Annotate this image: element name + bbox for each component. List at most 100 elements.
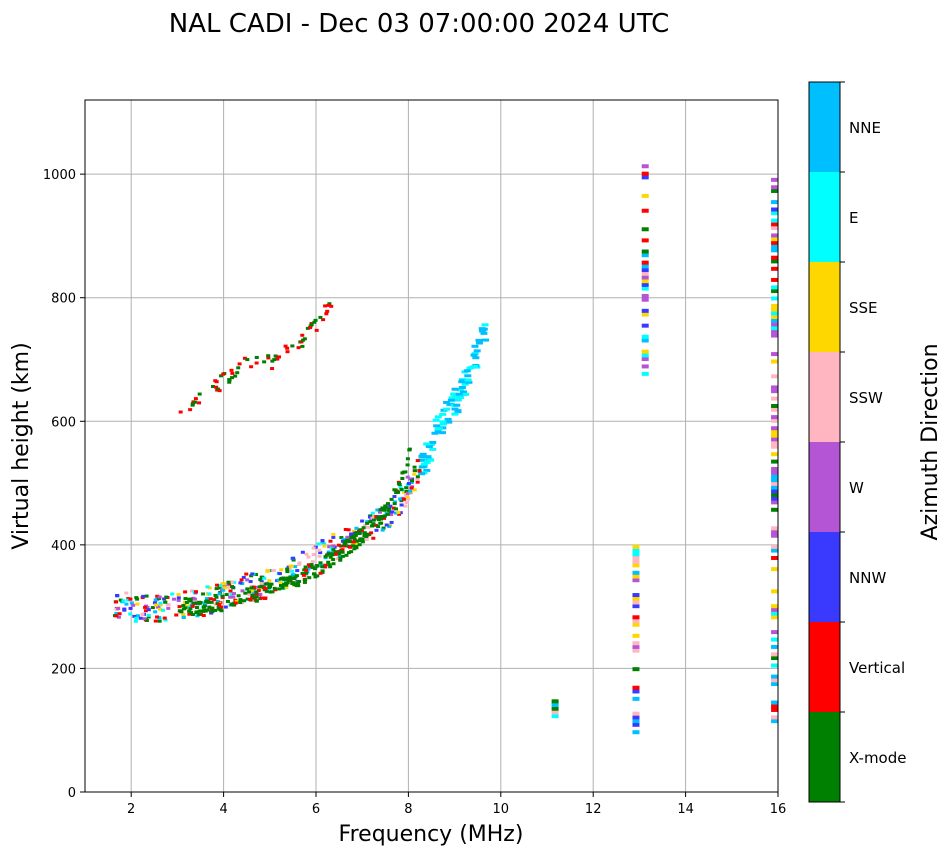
data-point: [451, 387, 459, 391]
data-point: [394, 507, 399, 511]
data-point: [275, 357, 280, 361]
data-point: [392, 502, 397, 506]
data-point: [153, 598, 158, 602]
data-point: [381, 526, 386, 530]
data-point: [226, 580, 231, 584]
data-point: [361, 526, 366, 530]
data-point: [771, 555, 779, 560]
data-point: [210, 606, 215, 610]
data-point: [357, 543, 362, 547]
data-point: [632, 711, 640, 716]
data-point: [445, 420, 453, 424]
data-point: [771, 207, 779, 212]
data-point: [303, 565, 308, 569]
data-point: [337, 554, 342, 558]
colorbar-swatch-nne: [809, 82, 840, 172]
data-point: [254, 599, 259, 603]
data-point: [198, 600, 203, 604]
data-point: [157, 595, 162, 599]
data-point: [213, 593, 218, 597]
data-point: [439, 412, 447, 416]
data-point: [360, 537, 365, 541]
data-point: [404, 486, 409, 490]
colorbar-swatch-sse: [809, 262, 840, 352]
y-tick-label: 1000: [43, 168, 76, 183]
data-point: [412, 488, 417, 492]
data-point: [228, 595, 233, 599]
data-point: [181, 604, 186, 608]
data-point: [157, 607, 162, 611]
data-point: [771, 452, 779, 457]
data-point: [300, 550, 305, 554]
data-point: [450, 392, 458, 396]
data-point: [419, 452, 427, 456]
data-point: [632, 615, 640, 620]
data-point: [217, 389, 222, 393]
data-point: [177, 605, 182, 609]
data-point: [292, 582, 297, 586]
data-point: [122, 608, 127, 612]
data-point: [427, 458, 435, 462]
data-point: [162, 616, 167, 620]
data-point: [641, 312, 649, 317]
data-point: [396, 510, 401, 514]
data-point: [465, 380, 473, 384]
data-point: [771, 188, 779, 193]
data-point: [250, 572, 255, 576]
data-point: [264, 589, 269, 593]
x-tick-label: 8: [404, 802, 412, 817]
data-point: [632, 570, 640, 575]
data-point: [221, 588, 226, 592]
data-point: [429, 447, 437, 451]
data-point: [771, 277, 779, 282]
data-point: [771, 489, 779, 494]
data-point: [771, 185, 779, 190]
colorbar-label: NNW: [849, 569, 886, 587]
data-point: [641, 353, 649, 358]
data-point: [771, 177, 779, 182]
x-tick-label: 14: [677, 802, 694, 817]
data-point: [349, 532, 354, 536]
data-point: [135, 602, 140, 606]
y-tick-label: 600: [51, 415, 76, 430]
data-point: [158, 601, 163, 605]
data-point: [382, 516, 387, 520]
data-point: [291, 556, 296, 560]
data-point: [641, 279, 649, 284]
data-point: [323, 563, 328, 567]
data-point: [771, 307, 779, 312]
data-point: [209, 600, 214, 604]
data-point: [209, 611, 214, 615]
y-tick-label: 200: [51, 662, 76, 677]
data-point: [771, 211, 779, 216]
data-point: [244, 572, 249, 576]
data-point: [417, 469, 422, 473]
data-point: [249, 574, 254, 578]
data-point: [641, 286, 649, 291]
data-point: [155, 615, 160, 619]
data-point: [358, 528, 363, 532]
data-point: [324, 312, 329, 316]
colorbar-label: W: [849, 479, 864, 497]
data-point: [771, 682, 779, 687]
data-point: [632, 596, 640, 601]
data-point: [771, 389, 779, 394]
data-point: [124, 602, 129, 606]
data-point: [230, 580, 235, 584]
data-point: [404, 489, 409, 493]
data-point: [174, 613, 179, 617]
data-point: [313, 545, 318, 549]
data-point: [771, 604, 779, 609]
data-point: [382, 514, 387, 518]
data-point: [447, 398, 455, 402]
data-point: [262, 360, 267, 364]
data-point: [771, 437, 779, 442]
data-point: [320, 539, 325, 543]
data-point: [203, 609, 208, 613]
data-point: [213, 608, 218, 612]
data-point: [226, 585, 231, 589]
data-point: [190, 613, 195, 617]
data-point: [146, 615, 151, 619]
data-point: [343, 527, 348, 531]
data-point: [771, 507, 779, 512]
